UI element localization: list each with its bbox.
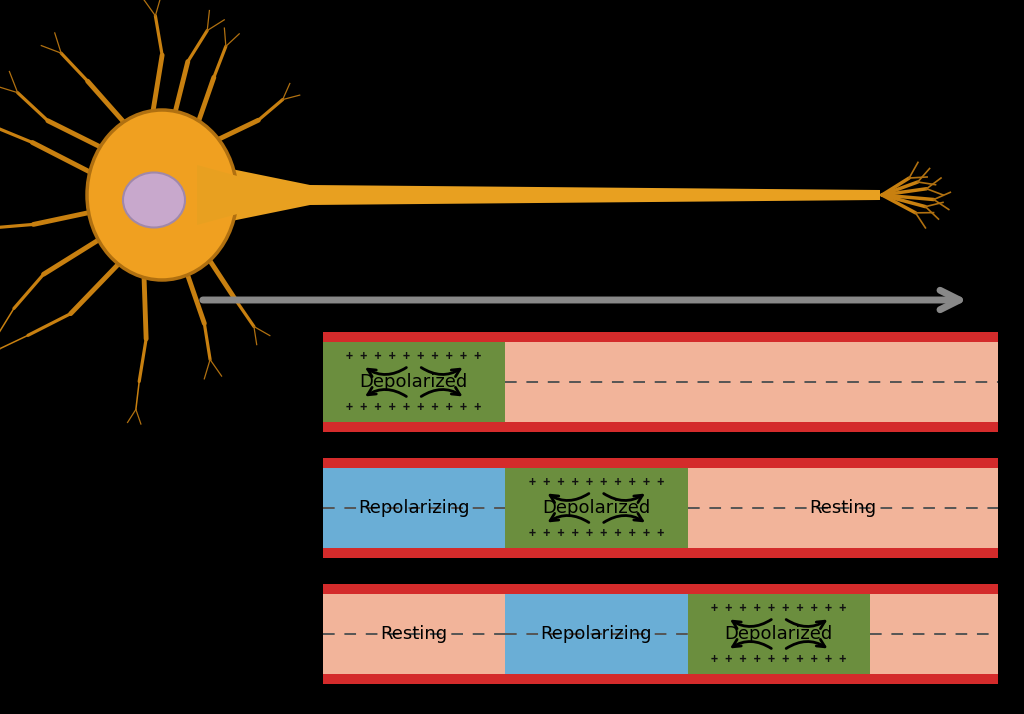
Bar: [323, 458, 998, 468]
Text: Depolarized: Depolarized: [359, 373, 468, 391]
Bar: [687, 468, 998, 548]
Text: + + + + + + + + + +: + + + + + + + + + +: [711, 602, 847, 615]
Text: Depolarized: Depolarized: [725, 625, 833, 643]
Text: + + + + + + + + + +: + + + + + + + + + +: [711, 653, 847, 666]
Ellipse shape: [87, 110, 237, 280]
Bar: [323, 584, 998, 594]
Text: + + + + + + + + + +: + + + + + + + + + +: [528, 527, 664, 540]
Ellipse shape: [123, 173, 185, 228]
Text: Resting: Resting: [380, 625, 447, 643]
Text: + + + + + + + + + +: + + + + + + + + + +: [346, 350, 481, 363]
Bar: [870, 594, 998, 674]
Polygon shape: [202, 163, 880, 227]
Text: Resting: Resting: [809, 499, 877, 517]
Bar: [323, 422, 998, 432]
Bar: [505, 594, 687, 674]
Bar: [323, 594, 505, 674]
Bar: [323, 342, 505, 422]
Text: Repolarizing: Repolarizing: [358, 499, 470, 517]
Text: Repolarizing: Repolarizing: [541, 625, 652, 643]
Polygon shape: [197, 165, 252, 225]
Text: Depolarized: Depolarized: [542, 499, 650, 517]
Bar: [323, 548, 998, 558]
Bar: [323, 674, 998, 684]
Bar: [505, 342, 998, 422]
Bar: [505, 468, 687, 548]
Bar: [323, 468, 505, 548]
Bar: [323, 332, 998, 342]
Text: + + + + + + + + + +: + + + + + + + + + +: [528, 476, 664, 489]
Text: + + + + + + + + + +: + + + + + + + + + +: [346, 401, 481, 414]
Bar: [687, 594, 870, 674]
